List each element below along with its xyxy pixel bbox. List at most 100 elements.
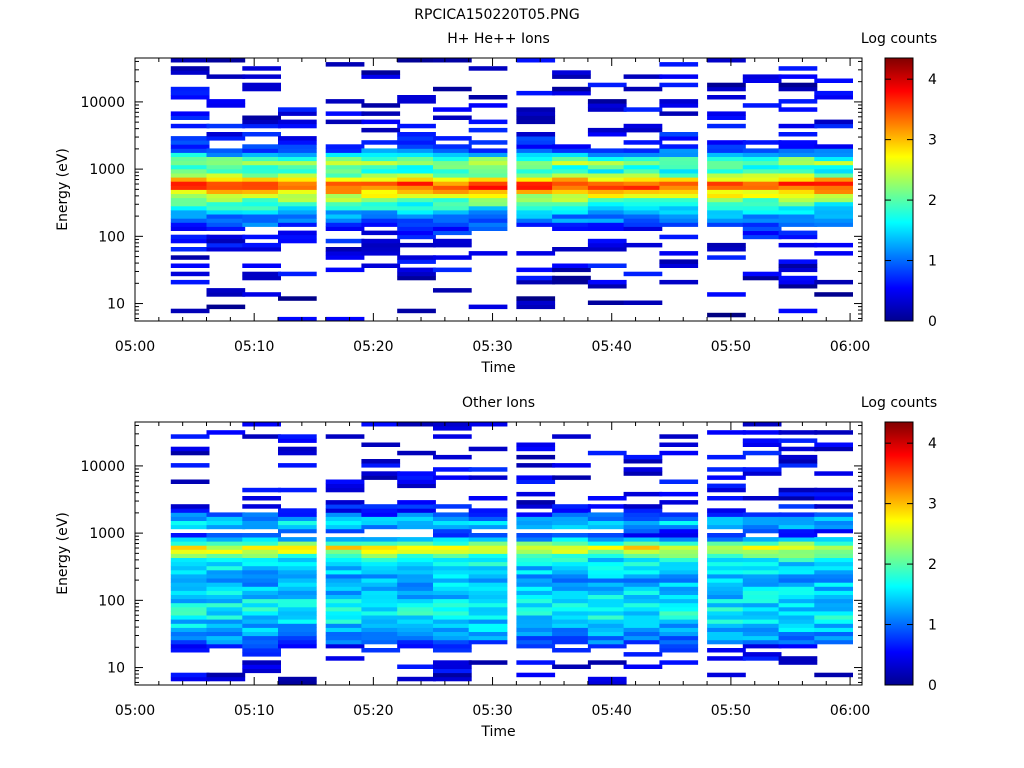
heatmap-cell: [468, 164, 508, 170]
heatmap-cell: [707, 533, 746, 538]
heatmap-cell: [742, 218, 782, 223]
heatmap-cell: [742, 78, 782, 83]
heatmap-cell: [361, 152, 401, 157]
heatmap-cell: [170, 598, 210, 604]
heatmap-cell: [623, 664, 663, 669]
y-axis-label: Energy (eV): [55, 148, 71, 231]
heatmap-cell: [623, 242, 663, 248]
heatmap-cell: [778, 459, 818, 464]
heatmap-cell: [325, 111, 365, 116]
heatmap-cell: [468, 169, 508, 174]
heatmap-cell: [242, 615, 281, 620]
heatmap-cell: [397, 422, 436, 427]
heatmap-cell: [707, 541, 746, 546]
heatmap-cell: [278, 594, 317, 600]
heatmap-cell: [206, 611, 246, 616]
heatmap-cell: [170, 643, 210, 649]
heatmap-cell: [814, 177, 853, 182]
heatmap-cell: [361, 218, 401, 223]
heatmap-cell: [516, 561, 556, 567]
heatmap-cell: [707, 169, 746, 174]
heatmap-cell: [742, 148, 782, 153]
heatmap-cell: [325, 545, 365, 550]
heatmap-cell: [397, 545, 436, 550]
heatmap-cell: [242, 242, 281, 248]
heatmap-cell: [361, 111, 401, 116]
heatmap-cell: [170, 58, 210, 63]
heatmap-cell: [516, 578, 556, 583]
heatmap-cell: [552, 267, 591, 273]
heatmap-cell: [206, 210, 246, 215]
heatmap-cell: [170, 247, 210, 252]
heatmap-cell: [361, 574, 401, 579]
heatmap-cell: [742, 594, 782, 600]
heatmap-cell: [170, 173, 210, 178]
heatmap-cell: [623, 201, 663, 207]
heatmap-cell: [361, 549, 401, 554]
heatmap-cell: [325, 606, 365, 612]
y-axis-label: Energy (eV): [55, 512, 71, 595]
heatmap-cell: [242, 210, 281, 215]
heatmap-cell: [206, 557, 246, 563]
heatmap-cell: [814, 181, 853, 186]
heatmap-cell: [707, 623, 746, 628]
heatmap-cell: [468, 422, 508, 427]
heatmap-cell: [623, 169, 663, 174]
heatmap-cell: [170, 86, 210, 92]
heatmap-cell: [516, 115, 556, 120]
heatmap-cell: [242, 537, 281, 542]
heatmap-cell: [361, 545, 401, 550]
heatmap-cell: [552, 173, 591, 178]
heatmap-cell: [242, 177, 281, 182]
heatmap-cell: [325, 504, 365, 509]
heatmap-cell: [707, 606, 746, 612]
heatmap-cell: [325, 201, 365, 207]
x-tick-label: 05:10: [234, 703, 274, 719]
heatmap-cell: [742, 177, 782, 182]
heatmap-cell: [242, 524, 281, 530]
heatmap-cell: [206, 136, 246, 141]
heatmap-cell: [659, 557, 699, 563]
heatmap-cell: [242, 582, 281, 587]
heatmap-cell: [206, 533, 246, 538]
heatmap-cell: [814, 561, 853, 567]
heatmap-cell: [242, 627, 281, 632]
heatmap-cell: [707, 210, 746, 215]
heatmap-cell: [552, 537, 591, 542]
heatmap-cell: [170, 205, 210, 211]
heatmap-cell: [433, 520, 472, 526]
heatmap-cell: [707, 86, 746, 92]
heatmap-cell: [468, 606, 508, 612]
heatmap-cell: [778, 660, 818, 665]
heatmap-cell: [516, 574, 556, 579]
heatmap-cell: [659, 623, 699, 628]
heatmap-cell: [587, 238, 627, 244]
heatmap-cell: [552, 631, 591, 637]
heatmap-cell: [242, 148, 281, 153]
heatmap-cell: [659, 263, 699, 268]
heatmap-cell: [516, 189, 556, 194]
heatmap-cell: [325, 541, 365, 546]
heatmap-cell: [325, 635, 365, 641]
heatmap-cell: [778, 218, 818, 223]
heatmap-cell: [707, 115, 746, 120]
heatmap-cell: [516, 152, 556, 157]
heatmap-cell: [325, 537, 365, 542]
colorbar-tick-label: 1: [928, 618, 937, 634]
colorbar-tick-label: 1: [928, 254, 937, 270]
heatmap-cell: [278, 119, 317, 125]
heatmap-cell: [778, 512, 818, 517]
heatmap-cell: [397, 664, 436, 669]
heatmap-cell: [659, 602, 699, 608]
heatmap-cell: [707, 639, 746, 645]
heatmap-cell: [206, 193, 246, 199]
heatmap-cell: [468, 569, 508, 575]
heatmap-cell: [325, 574, 365, 579]
heatmap-cell: [468, 635, 508, 641]
heatmap-cell: [361, 578, 401, 583]
heatmap-cell: [814, 557, 853, 563]
heatmap-cell: [587, 284, 627, 289]
heatmap-cell: [552, 263, 591, 268]
heatmap-cell: [587, 639, 627, 645]
heatmap-cell: [552, 553, 591, 558]
